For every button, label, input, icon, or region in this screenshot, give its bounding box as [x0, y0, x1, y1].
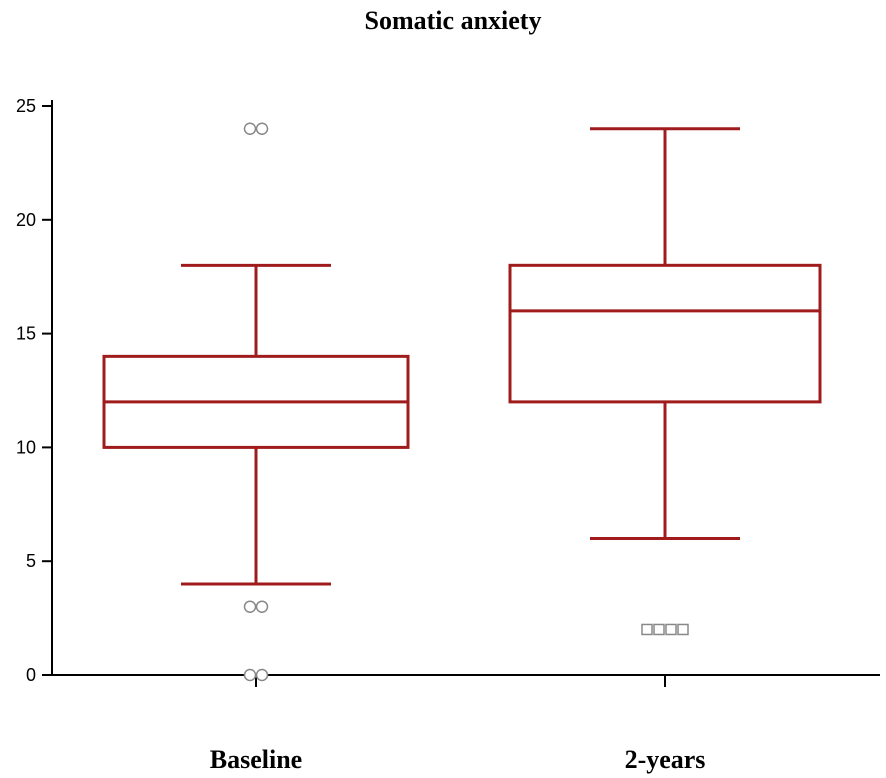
- boxes: [102, 127, 822, 586]
- outlier-point: [255, 122, 269, 136]
- y-tick-label: 0: [26, 665, 36, 685]
- y-tick-label: 20: [16, 210, 36, 230]
- outlier-point: [243, 600, 257, 613]
- outlier-point: [677, 623, 689, 636]
- labels: Baseline 2-years: [210, 745, 706, 774]
- y-tick-label: 15: [16, 324, 36, 344]
- box-2-years: [508, 127, 822, 540]
- iqr-box: [508, 263, 822, 404]
- y-tick-label: 25: [16, 96, 36, 116]
- outlier-point: [641, 623, 653, 636]
- outlier-point: [255, 668, 269, 682]
- outlier-point: [243, 122, 257, 136]
- y-tick-label: 10: [16, 437, 36, 457]
- y-tick-label: 5: [26, 551, 36, 571]
- outlier-point: [255, 600, 269, 613]
- x-category-label: Baseline: [210, 745, 302, 774]
- outliers: [243, 122, 689, 682]
- box-baseline: [102, 263, 410, 586]
- outlier-point: [665, 623, 677, 636]
- outlier-point: [243, 668, 257, 682]
- outlier-point: [653, 623, 665, 636]
- chart-title: Somatic anxiety: [364, 6, 542, 35]
- axes: 0 5 10 15 20 25: [16, 96, 880, 687]
- x-category-label: 2-years: [625, 745, 706, 774]
